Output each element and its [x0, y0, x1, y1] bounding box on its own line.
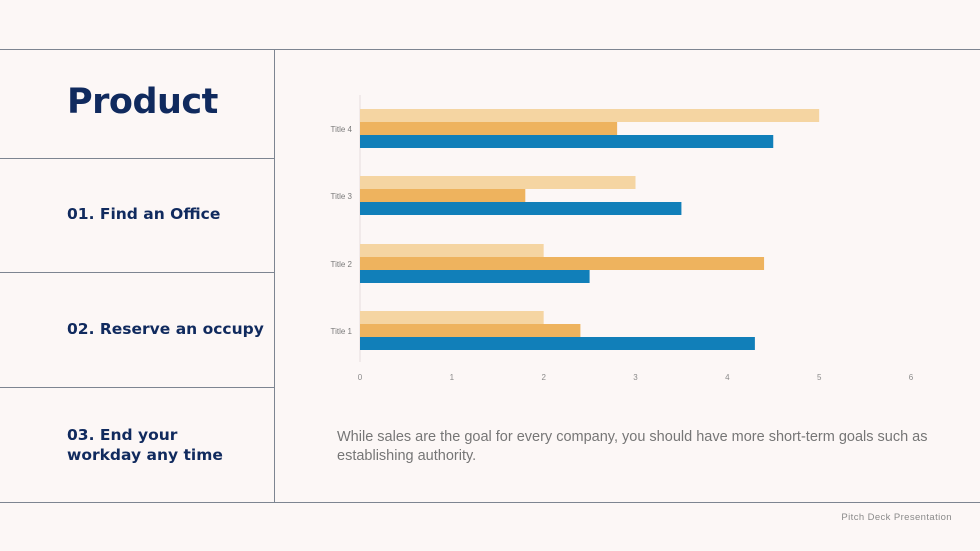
column-divider — [274, 49, 275, 502]
bar-title-1-series-2 — [360, 324, 581, 337]
footer-text: Pitch Deck Presentation — [841, 512, 952, 523]
x-tick-label: 5 — [817, 373, 822, 382]
y-tick-label: Title 4 — [331, 125, 353, 134]
bar-title-1-series-3 — [360, 337, 755, 350]
x-tick-label: 1 — [450, 373, 455, 382]
bar-title-2-series-2 — [360, 257, 765, 270]
y-tick-label: Title 1 — [331, 327, 353, 336]
list-item-end-workday: 03. End your workday any time — [67, 426, 223, 464]
bar-title-1-series-1 — [360, 311, 544, 324]
description-text: While sales are the goal for every compa… — [337, 429, 928, 464]
list-item-reserve: 02. Reserve an occupy — [67, 320, 264, 338]
x-tick-label: 0 — [358, 373, 363, 382]
x-tick-label: 3 — [633, 373, 638, 382]
x-tick-label: 4 — [725, 373, 730, 382]
bottom-divider — [0, 502, 980, 503]
x-tick-label: 6 — [909, 373, 914, 382]
row-divider-3 — [0, 387, 274, 388]
bar-title-3-series-1 — [360, 176, 636, 189]
page-title: Product — [67, 82, 218, 122]
bar-title-4-series-3 — [360, 135, 774, 148]
y-tick-label: Title 3 — [331, 192, 353, 201]
bar-title-3-series-2 — [360, 189, 526, 202]
bar-title-3-series-3 — [360, 202, 682, 215]
bar-title-4-series-2 — [360, 122, 618, 135]
bar-title-2-series-3 — [360, 270, 590, 283]
list-item-find-office: 01. Find an Office — [67, 205, 221, 223]
row-divider-1 — [0, 158, 274, 159]
bar-title-2-series-1 — [360, 244, 544, 257]
top-divider — [0, 49, 980, 50]
bar-title-4-series-1 — [360, 109, 820, 122]
x-tick-label: 2 — [541, 373, 546, 382]
row-divider-2 — [0, 272, 274, 273]
y-tick-label: Title 2 — [331, 260, 353, 269]
